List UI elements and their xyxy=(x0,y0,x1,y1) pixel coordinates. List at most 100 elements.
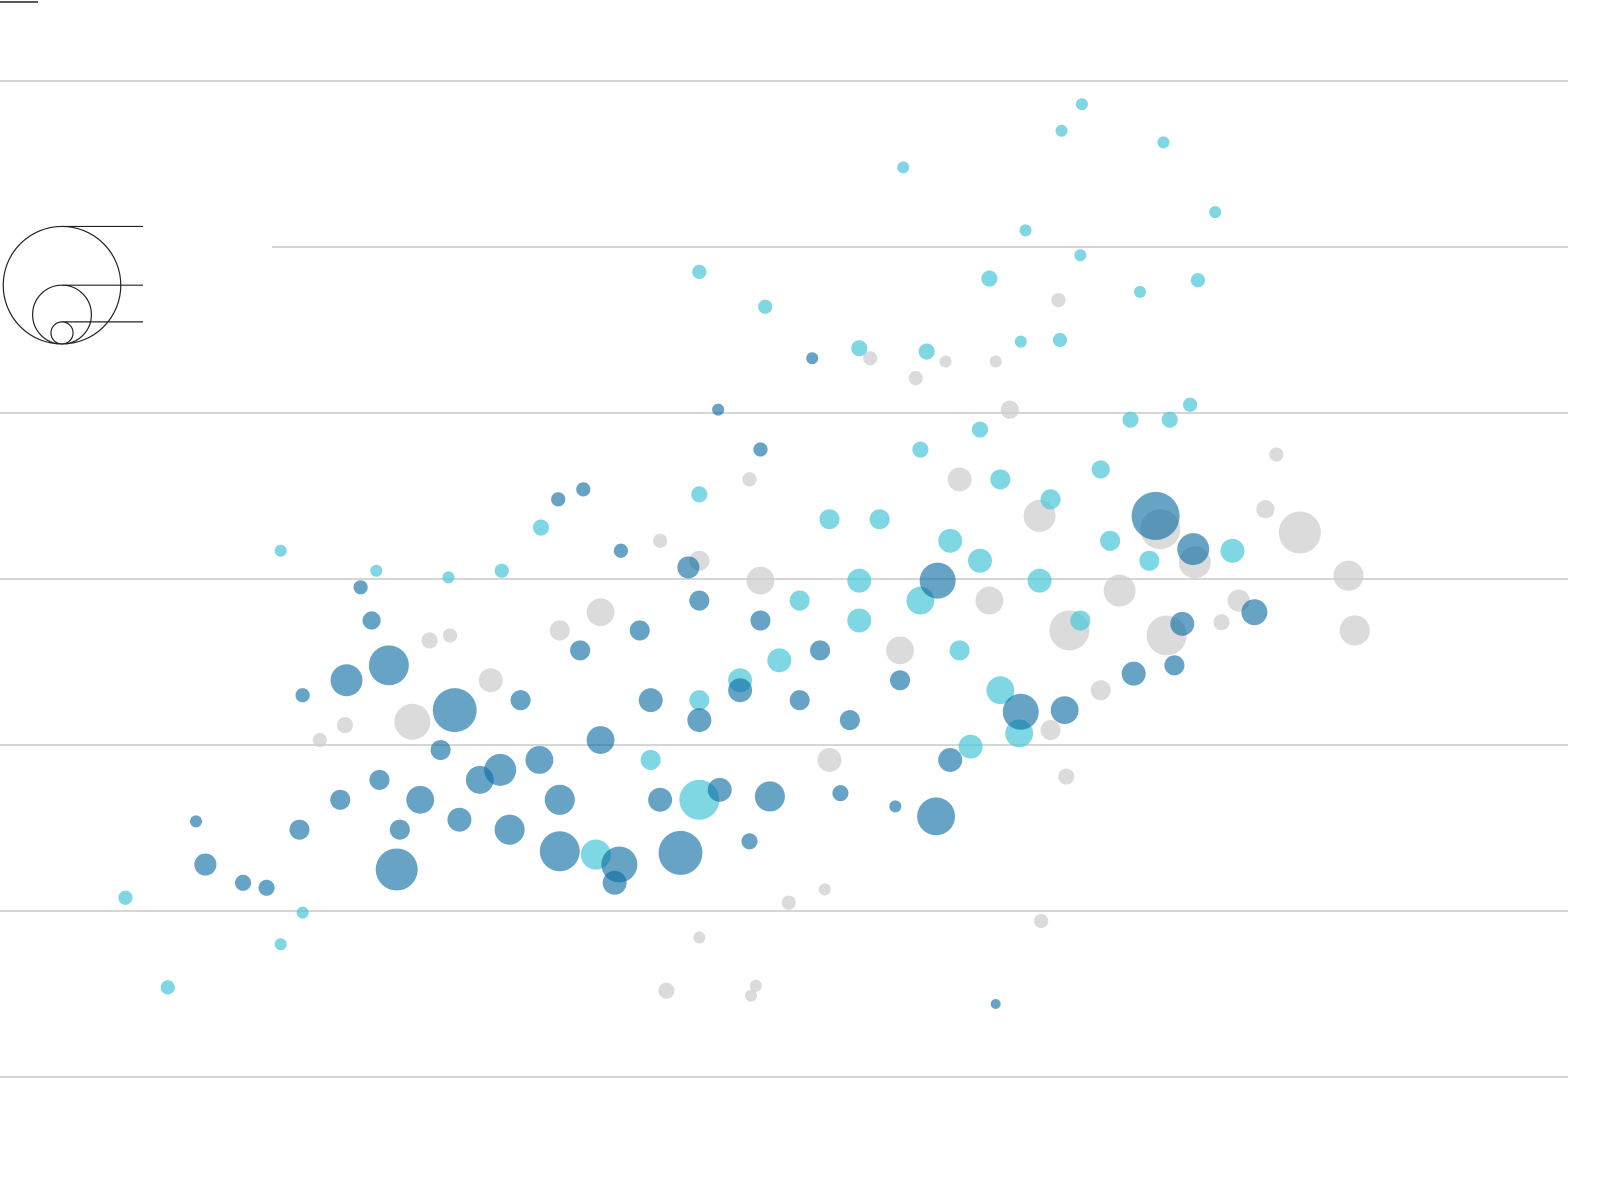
bubble xyxy=(693,931,706,944)
grid xyxy=(0,80,1568,1078)
bubble xyxy=(707,777,732,802)
bubble xyxy=(432,688,477,733)
bubble xyxy=(938,528,963,553)
bubble xyxy=(949,640,970,661)
bubble xyxy=(1177,533,1210,566)
bubble xyxy=(442,571,455,584)
bubble xyxy=(938,747,963,772)
bubble xyxy=(758,299,773,314)
bubble xyxy=(789,590,810,611)
bubble xyxy=(1269,447,1284,462)
legend-circle xyxy=(50,321,74,345)
bubble xyxy=(749,979,762,992)
bubble xyxy=(1100,530,1121,551)
size-legend xyxy=(2,225,143,345)
bubble xyxy=(889,800,902,813)
bubble xyxy=(1133,285,1146,298)
bubble xyxy=(389,819,410,840)
bubble xyxy=(336,717,354,734)
bubble xyxy=(1091,460,1110,479)
bubble xyxy=(1333,560,1364,591)
bubble xyxy=(421,632,438,649)
bubble xyxy=(745,989,758,1002)
bubble xyxy=(908,371,923,386)
bubble xyxy=(781,895,796,910)
bubble xyxy=(742,472,757,487)
bubble xyxy=(989,355,1002,368)
bubble xyxy=(601,846,638,883)
bubble xyxy=(1052,332,1068,348)
bubble xyxy=(847,608,872,633)
bubble xyxy=(330,664,363,697)
bubble xyxy=(947,467,972,492)
bubble xyxy=(975,586,1004,615)
bubble xyxy=(1164,655,1185,676)
bubble xyxy=(919,562,956,599)
bubble xyxy=(819,509,840,530)
bubble xyxy=(1040,720,1061,741)
bubble xyxy=(754,781,785,812)
bubble xyxy=(295,688,310,703)
bubble xyxy=(658,830,703,875)
bubble xyxy=(658,982,675,999)
bubble xyxy=(1161,411,1178,428)
bubble xyxy=(1122,411,1139,428)
bubble xyxy=(863,351,878,366)
bubble xyxy=(1278,511,1321,554)
bubble xyxy=(570,640,591,661)
bubble xyxy=(1002,693,1039,730)
bubble xyxy=(839,710,860,731)
bubble xyxy=(687,708,712,733)
bubble xyxy=(586,598,615,627)
legend-circle xyxy=(32,284,92,345)
bubble xyxy=(1074,249,1087,262)
bubble xyxy=(958,734,983,759)
bubble xyxy=(918,343,935,360)
bubble xyxy=(897,161,910,174)
bubble xyxy=(939,355,952,368)
bubble xyxy=(430,739,451,761)
bubble xyxy=(1170,611,1195,636)
bubble xyxy=(494,814,525,845)
bubble xyxy=(990,998,1001,1009)
bubble xyxy=(1000,400,1019,419)
bubble xyxy=(648,787,673,812)
bubble xyxy=(981,270,998,287)
bubble xyxy=(274,544,287,557)
bubble xyxy=(370,564,383,577)
bubble xyxy=(447,807,472,832)
bubble xyxy=(551,492,566,507)
bubble xyxy=(1090,680,1111,701)
bubble xyxy=(406,785,435,814)
bubble xyxy=(746,566,775,595)
bubble xyxy=(689,590,710,611)
bubble xyxy=(1055,124,1068,137)
bubble xyxy=(1220,538,1245,563)
bubble xyxy=(789,690,810,711)
bubble xyxy=(692,264,707,279)
bubble xyxy=(832,785,849,802)
bubble xyxy=(613,543,629,558)
bubble xyxy=(912,441,929,458)
bubble xyxy=(990,469,1011,490)
bubble xyxy=(1075,98,1088,111)
bubble xyxy=(1027,568,1052,593)
bubble xyxy=(289,819,310,840)
bubble xyxy=(160,980,175,995)
bubble xyxy=(753,442,768,457)
bubble xyxy=(1040,489,1061,510)
bubble xyxy=(750,610,771,631)
bubble xyxy=(394,703,431,740)
bubble xyxy=(818,883,831,896)
bubble xyxy=(968,548,992,573)
bubble xyxy=(1209,206,1222,219)
bubble xyxy=(539,831,580,872)
bubble xyxy=(312,732,327,748)
bubble xyxy=(1183,397,1198,412)
bubble xyxy=(442,628,458,643)
bubble xyxy=(653,533,668,548)
bubble xyxy=(810,640,831,661)
bubble xyxy=(369,769,390,790)
